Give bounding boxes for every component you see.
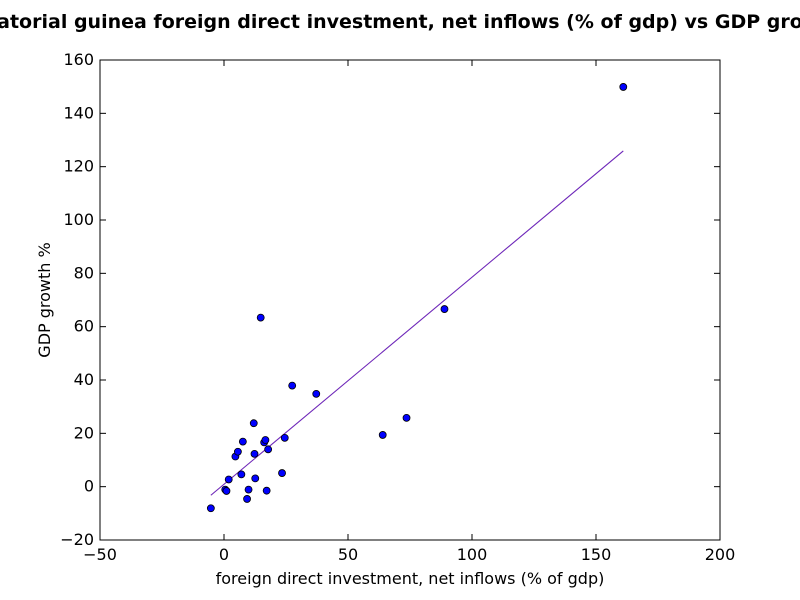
data-point <box>402 413 411 422</box>
y-tick-label: 80 <box>74 263 94 282</box>
y-tick-label: 160 <box>63 50 94 69</box>
x-axis-label: foreign direct investment, net inflows (… <box>216 569 605 588</box>
data-point <box>261 436 270 444</box>
data-point <box>206 504 215 513</box>
data-point <box>619 83 628 91</box>
y-axis-label: GDP growth % <box>35 242 54 357</box>
data-point <box>288 381 297 390</box>
y-tick-label: 60 <box>74 317 94 336</box>
data-point <box>238 437 247 446</box>
y-tick-label: 100 <box>63 210 94 229</box>
x-tick-label: 200 <box>705 545 736 564</box>
data-point <box>378 431 387 439</box>
data-point <box>224 475 233 484</box>
data-point <box>280 433 289 442</box>
axes: −50 0 50 100 150 200 −20 0 20 40 60 80 100 120 140 160 <box>60 50 735 564</box>
x-tick-label: 150 <box>581 545 612 564</box>
y-tick-label: 140 <box>63 103 94 122</box>
data-point <box>440 305 449 313</box>
data-point <box>250 449 259 458</box>
y-tick-label: 0 <box>84 477 94 496</box>
x-tick-label: −50 <box>83 545 117 564</box>
x-tick-label: 0 <box>219 545 229 564</box>
data-point <box>222 487 231 495</box>
plot-frame <box>99 59 721 541</box>
data-point <box>278 469 286 477</box>
data-point <box>262 486 271 495</box>
data-point <box>233 447 242 456</box>
y-tick-label: 40 <box>74 370 94 389</box>
data-point <box>243 495 251 503</box>
data-point <box>251 474 260 483</box>
plot-area <box>206 83 628 513</box>
data-point <box>264 445 273 454</box>
data-point <box>256 313 265 322</box>
y-tick-label: 120 <box>63 157 94 176</box>
y-tick-label: 20 <box>74 423 94 442</box>
trend-line <box>210 150 624 496</box>
data-point <box>244 485 253 494</box>
data-point <box>237 470 246 479</box>
x-tick-label: 100 <box>457 545 488 564</box>
chart-title: Equatorial guinea foreign direct investm… <box>0 11 800 33</box>
data-point <box>312 389 321 398</box>
x-tick-label: 50 <box>338 545 358 564</box>
data-point <box>249 419 258 428</box>
y-tick-label: −20 <box>60 530 94 549</box>
